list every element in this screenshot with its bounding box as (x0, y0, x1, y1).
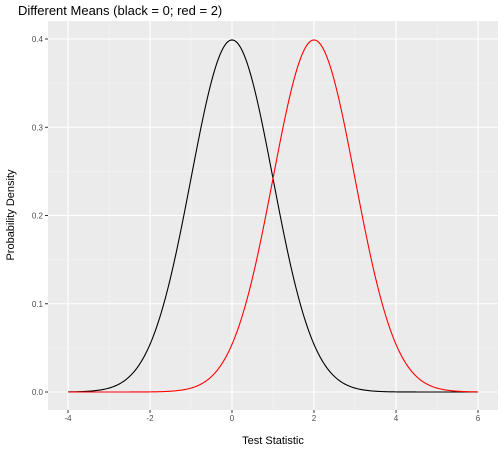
y-tick-label: 0.3 (32, 123, 44, 132)
y-tick-label: 0.0 (32, 388, 44, 397)
x-tick-label: 2 (312, 414, 317, 423)
y-axis-ticks: 0.0 0.1 0.2 0.3 0.4 (32, 35, 48, 397)
density-curves (67, 39, 479, 393)
x-tick-label: -2 (146, 414, 154, 423)
x-axis-title: Test Statistic (242, 435, 304, 447)
y-tick-label: 0.1 (32, 300, 44, 309)
x-tick-label: -4 (64, 414, 72, 423)
chart-title: Different Means (black = 0; red = 2) (18, 3, 222, 18)
x-tick-label: 0 (230, 414, 235, 423)
density-curve-1 (68, 39, 479, 393)
x-tick-label: 4 (394, 414, 399, 423)
y-tick-label: 0.4 (32, 35, 44, 44)
y-axis-title: Probability Density (5, 169, 17, 261)
x-axis-ticks: -4 -2 0 2 4 6 (64, 410, 481, 423)
y-tick-label: 0.2 (32, 212, 44, 221)
x-tick-label: 6 (476, 414, 481, 423)
